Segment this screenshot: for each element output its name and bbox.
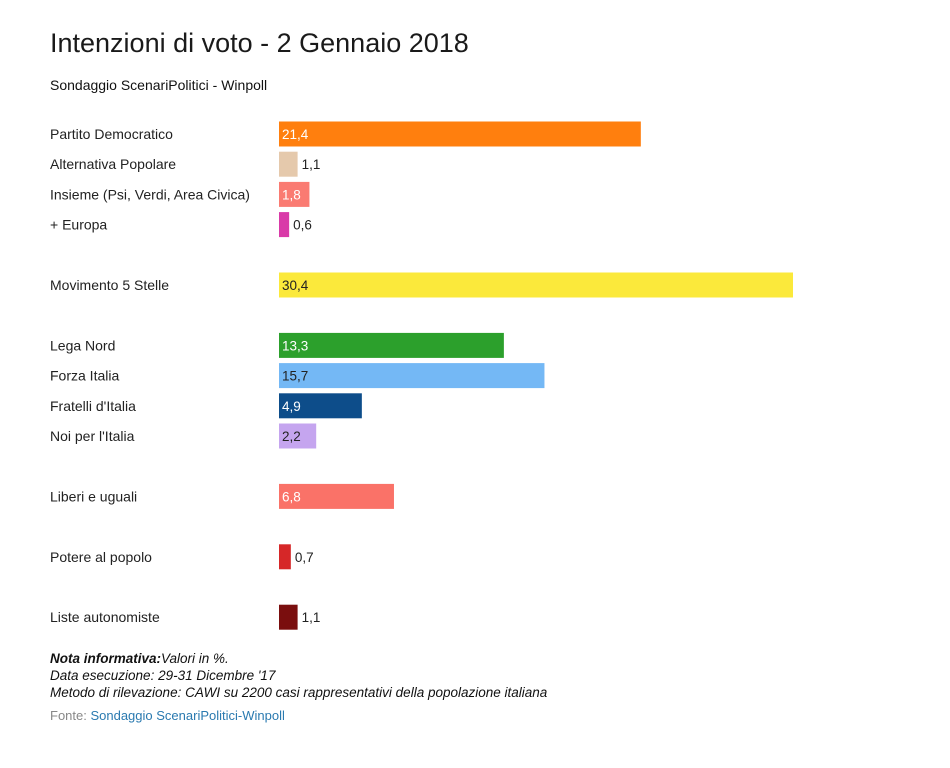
category-label: Noi per l'Italia <box>50 428 135 444</box>
bar-chart: Partito Democratico 21,4 Alternativa Popol… <box>50 121 793 630</box>
bar-alternativa-popolare <box>279 151 298 177</box>
value-label: 0,6 <box>293 218 312 233</box>
source-link[interactable]: Sondaggio ScenariPolitici-Winpoll <box>90 708 285 723</box>
note-line-3: Metodo di rilevazione: CAWI su 2200 casi… <box>50 685 548 700</box>
chart-title: Intenzioni di voto - 2 Gennaio 2018 <box>50 28 469 58</box>
category-label: Liste autonomiste <box>50 609 160 625</box>
category-label: Alternativa Popolare <box>50 156 176 172</box>
value-label: 2,2 <box>282 429 301 444</box>
category-label: Liberi e uguali <box>50 488 137 504</box>
value-label: 6,8 <box>282 489 301 504</box>
chart-subtitle: Sondaggio ScenariPolitici - Winpoll <box>50 77 268 93</box>
category-label: Potere al popolo <box>50 549 152 565</box>
value-label: 30,4 <box>282 278 309 293</box>
value-label: 13,3 <box>282 338 308 353</box>
bar-potere-al-popolo <box>279 544 291 570</box>
note-units: Valori in %. <box>161 651 229 666</box>
note-heading: Nota informativa: <box>50 651 162 666</box>
value-label: 1,8 <box>282 187 301 202</box>
value-label: 4,9 <box>282 399 301 414</box>
category-label: Insieme (Psi, Verdi, Area Civica) <box>50 186 250 202</box>
bar-lega-nord <box>279 332 504 358</box>
bar-partito-democratico <box>279 121 641 147</box>
source-line: Fonte: Sondaggio ScenariPolitici-Winpoll <box>50 708 285 723</box>
category-label: Forza Italia <box>50 368 119 384</box>
bar-forza-italia <box>279 363 545 389</box>
category-label: Fratelli d'Italia <box>50 398 136 414</box>
note-line-2: Data esecuzione: 29-31 Dicembre '17 <box>50 668 276 683</box>
category-label: Partito Democratico <box>50 126 173 142</box>
value-label: 1,1 <box>302 157 321 172</box>
note-line-1: Nota informativa:Valori in %. <box>50 650 547 667</box>
bar-movimento-5-stelle <box>279 272 793 298</box>
bar-insieme-psi-verdi-area-civica <box>279 181 310 207</box>
category-label: Movimento 5 Stelle <box>50 277 169 293</box>
bar-liste-autonomiste <box>279 604 298 630</box>
bar-fratelli-d-italia <box>279 393 362 419</box>
category-label: Lega Nord <box>50 337 115 353</box>
source-prefix: Fonte: <box>50 708 91 723</box>
notes: Nota informativa:Valori in %. Data esecu… <box>50 650 547 701</box>
value-label: 0,7 <box>295 550 314 565</box>
value-label: 1,1 <box>302 610 321 625</box>
category-label: + Europa <box>50 217 107 233</box>
bar-noi-per-l-italia <box>279 423 317 449</box>
bar-europa <box>279 212 290 238</box>
bar-liberi-e-uguali <box>279 483 394 509</box>
value-label: 21,4 <box>282 127 309 142</box>
value-label: 15,7 <box>282 369 308 384</box>
